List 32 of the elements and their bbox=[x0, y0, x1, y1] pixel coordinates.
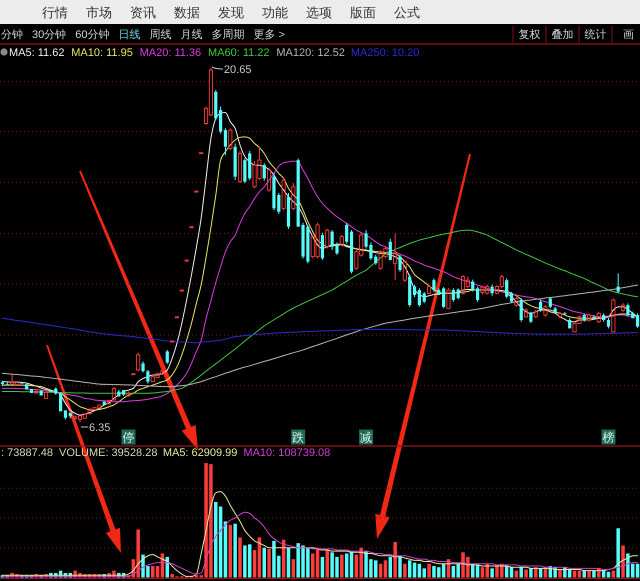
text: 行情 bbox=[42, 5, 68, 20]
text: 画 bbox=[623, 29, 634, 41]
text: 版面 bbox=[350, 5, 376, 20]
text: MA5: 62909.99 bbox=[162, 447, 238, 459]
text: 叠加 bbox=[552, 28, 574, 41]
text: 月线 bbox=[180, 28, 202, 41]
text: 功能 bbox=[262, 5, 288, 20]
text: 复权 bbox=[518, 29, 540, 41]
text: MA10: 108739.08 bbox=[243, 447, 330, 459]
text: 周线 bbox=[149, 28, 172, 41]
text: 资讯 bbox=[130, 5, 156, 20]
annotation: 6.35 bbox=[89, 422, 110, 434]
text: 多周期 bbox=[211, 29, 244, 41]
text: 60分钟 bbox=[75, 29, 110, 41]
text: 公式 bbox=[394, 5, 420, 20]
text: MA60: 11.22 bbox=[208, 47, 270, 59]
text: 更多 > bbox=[253, 29, 285, 41]
text: 发现 bbox=[218, 5, 244, 20]
text: MA20: 11.36 bbox=[140, 47, 202, 59]
text: MA10: 11.95 bbox=[71, 47, 133, 59]
text: 日线 bbox=[118, 28, 140, 41]
text: MA5: 11.62 bbox=[9, 47, 64, 59]
text: 分钟 bbox=[1, 29, 23, 41]
text: : 73887.48 bbox=[1, 447, 53, 459]
text: 市场 bbox=[86, 5, 112, 20]
text: MA120: 12.52 bbox=[276, 47, 345, 59]
annotation: 20.65 bbox=[224, 64, 252, 76]
text: 选项 bbox=[306, 5, 332, 20]
text: MA250: 10.20 bbox=[350, 47, 420, 59]
text: 30分钟 bbox=[32, 29, 66, 41]
text: 数据 bbox=[174, 5, 200, 20]
text: 统计 bbox=[584, 28, 606, 41]
